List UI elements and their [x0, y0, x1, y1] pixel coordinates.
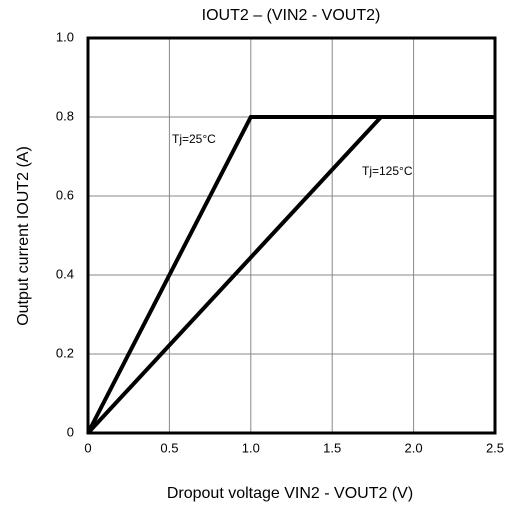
series-label: Tj=25°C [172, 132, 216, 146]
series-line [86, 115, 495, 435]
y-axis-label: Output current IOUT2 (A) [15, 146, 32, 326]
series-label: Tj=125°C [362, 164, 413, 178]
y-tick-label: 0 [67, 424, 74, 439]
x-tick-label: 2.0 [405, 440, 423, 455]
y-tick-label: 0.6 [56, 187, 74, 202]
plot-frame [86, 36, 497, 435]
y-tick-label: 1.0 [56, 29, 74, 44]
x-tick-label: 0.5 [160, 440, 178, 455]
y-tick-label: 0.8 [56, 108, 74, 123]
x-tick-label: 1.0 [242, 440, 260, 455]
y-tick-label: 0.4 [56, 266, 74, 281]
chart-title: IOUT2 – (VIN2 - VOUT2) [202, 7, 381, 24]
x-tick-label: 2.5 [486, 440, 504, 455]
x-axis-label: Dropout voltage VIN2 - VOUT2 (V) [167, 485, 413, 502]
y-tick-label: 0.2 [56, 345, 74, 360]
x-tick-label: 0 [84, 440, 91, 455]
x-tick-label: 1.5 [323, 440, 341, 455]
